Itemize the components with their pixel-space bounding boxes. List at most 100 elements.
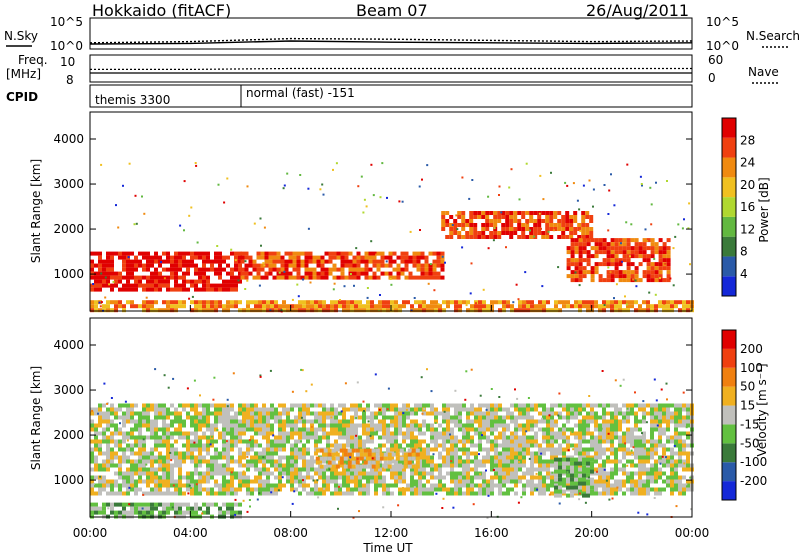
heatmap-cell (202, 487, 206, 492)
heatmap-cell (618, 423, 622, 428)
heatmap-cell (238, 447, 242, 452)
heatmap-cell (256, 263, 261, 268)
heatmap-cell (506, 451, 510, 456)
heatmap-cell (374, 475, 378, 480)
heatmap-cell (178, 411, 182, 416)
heatmap-cell (318, 427, 322, 432)
heatmap-cell (230, 275, 234, 280)
heatmap-cell (198, 435, 202, 440)
heatmap-cell (566, 439, 570, 444)
heatmap-cell (98, 443, 102, 448)
heatmap-cell (162, 251, 166, 256)
heatmap-cell (598, 431, 602, 436)
heatmap-cell (662, 250, 667, 255)
heatmap-cell (634, 242, 639, 247)
heatmap-cell (602, 491, 606, 496)
heatmap-cell (542, 491, 546, 496)
heatmap-cell (162, 479, 166, 484)
heatmap-cell (578, 419, 582, 424)
heatmap-cell (250, 419, 254, 424)
heatmap-cell (430, 308, 434, 313)
heatmap-cell (434, 467, 438, 472)
heatmap-cell (470, 423, 474, 428)
heatmap-cell (322, 407, 326, 412)
heatmap-cell (654, 423, 658, 428)
heatmap-cell (114, 283, 118, 288)
scatter-point (204, 273, 206, 276)
scatter-point (685, 426, 688, 429)
heatmap-cell (238, 439, 242, 444)
heatmap-cell (94, 423, 98, 428)
heatmap-cell (266, 308, 270, 313)
scatter-point (258, 284, 261, 287)
heatmap-cell (174, 431, 178, 436)
heatmap-cell (542, 483, 546, 488)
heatmap-cell (654, 447, 658, 452)
heatmap-cell (578, 427, 582, 432)
scatter-point (381, 162, 384, 165)
heatmap-cell (238, 263, 242, 268)
heatmap-cell (206, 443, 210, 448)
heatmap-cell (98, 479, 102, 484)
heatmap-cell (614, 435, 618, 440)
heatmap-cell (138, 431, 142, 436)
heatmap-cell (518, 427, 522, 432)
heatmap-cell (254, 451, 258, 456)
heatmap-cell (394, 431, 398, 436)
heatmap-cell (682, 415, 686, 420)
heatmap-cell (658, 415, 662, 420)
heatmap-cell (514, 479, 518, 484)
heatmap-cell (218, 263, 222, 268)
heatmap-cell (606, 491, 610, 496)
heatmap-cell (646, 491, 650, 496)
heatmap-cell (110, 459, 114, 464)
heatmap-cell (626, 439, 630, 444)
heatmap-cell (130, 506, 134, 511)
heatmap-cell (670, 451, 674, 456)
heatmap-cell (384, 271, 389, 276)
heatmap-cell (502, 415, 506, 420)
scatter-point (104, 296, 107, 299)
heatmap-cell (465, 231, 470, 235)
heatmap-cell (174, 427, 178, 432)
heatmap-cell (186, 471, 190, 476)
heatmap-cell (534, 459, 538, 464)
heatmap-cell (686, 308, 690, 313)
heatmap-cell (400, 271, 405, 276)
heatmap-cell (530, 483, 534, 488)
heatmap-cell (658, 250, 663, 255)
heatmap-cell (347, 460, 352, 465)
heatmap-cell (288, 271, 293, 276)
heatmap-cell (482, 304, 486, 309)
scatter-point (353, 284, 355, 287)
heatmap-cell (194, 467, 198, 472)
heatmap-cell (602, 475, 606, 480)
heatmap-cell (509, 219, 514, 223)
heatmap-cell (590, 266, 595, 271)
heatmap-cell (650, 479, 654, 484)
heatmap-cell (554, 465, 558, 470)
heatmap-cell (226, 427, 230, 432)
heatmap-cell (634, 483, 638, 488)
heatmap-cell (646, 487, 650, 492)
heatmap-cell (493, 211, 498, 215)
colorbar-tick-label: 50 (740, 380, 755, 394)
heatmap-cell (654, 304, 658, 309)
heatmap-cell (354, 403, 358, 408)
scatter-point (379, 294, 381, 296)
freq-label: Freq. (18, 53, 48, 67)
heatmap-cell (258, 427, 262, 432)
heatmap-cell (410, 435, 414, 440)
heatmap-cell (502, 308, 506, 313)
heatmap-cell (258, 431, 262, 436)
heatmap-cell (506, 415, 510, 420)
heatmap-cell (554, 457, 558, 462)
heatmap-cell (494, 475, 498, 480)
heatmap-cell (398, 467, 402, 472)
heatmap-cell (222, 403, 226, 408)
heatmap-cell (142, 283, 146, 288)
heatmap-cell (322, 483, 326, 488)
heatmap-cell (486, 423, 490, 428)
heatmap-cell (110, 439, 114, 444)
heatmap-cell (424, 267, 429, 272)
